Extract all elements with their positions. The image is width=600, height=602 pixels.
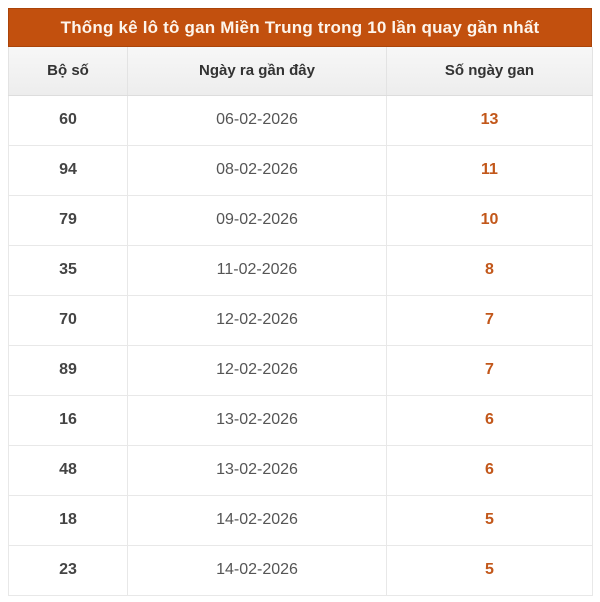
table-header-row: Bộ số Ngày ra gần đây Số ngày gan [8, 47, 593, 96]
cell-number: 23 [8, 544, 128, 596]
table-row: 60 06-02-2026 13 [8, 94, 593, 146]
table-row: 23 14-02-2026 5 [8, 544, 593, 596]
table-row: 48 13-02-2026 6 [8, 444, 593, 496]
cell-gan-days: 11 [386, 144, 593, 196]
table-row: 70 12-02-2026 7 [8, 294, 593, 346]
table-row: 94 08-02-2026 11 [8, 144, 593, 196]
table-row: 79 09-02-2026 10 [8, 194, 593, 246]
cell-gan-days: 6 [386, 394, 593, 446]
cell-last-date: 06-02-2026 [127, 94, 387, 146]
cell-number: 35 [8, 244, 128, 296]
cell-number: 60 [8, 94, 128, 146]
cell-number: 16 [8, 394, 128, 446]
cell-number: 18 [8, 494, 128, 546]
cell-last-date: 13-02-2026 [127, 394, 387, 446]
cell-gan-days: 13 [386, 94, 593, 146]
cell-last-date: 14-02-2026 [127, 544, 387, 596]
cell-last-date: 14-02-2026 [127, 494, 387, 546]
table-row: 16 13-02-2026 6 [8, 394, 593, 446]
table-body: 60 06-02-2026 13 94 08-02-2026 11 79 09-02-2026… [8, 94, 593, 596]
cell-gan-days: 10 [386, 194, 593, 246]
cell-last-date: 09-02-2026 [127, 194, 387, 246]
column-header-gan-days: Số ngày gan [386, 47, 593, 96]
cell-gan-days: 5 [386, 544, 593, 596]
cell-number: 48 [8, 444, 128, 496]
cell-gan-days: 5 [386, 494, 593, 546]
cell-last-date: 13-02-2026 [127, 444, 387, 496]
cell-number: 70 [8, 294, 128, 346]
cell-last-date: 12-02-2026 [127, 294, 387, 346]
cell-gan-days: 7 [386, 344, 593, 396]
table-title: Thống kê lô tô gan Miền Trung trong 10 l… [8, 8, 592, 47]
column-header-last-date: Ngày ra gần đây [127, 47, 387, 96]
cell-last-date: 11-02-2026 [127, 244, 387, 296]
table-row: 35 11-02-2026 8 [8, 244, 593, 296]
cell-last-date: 12-02-2026 [127, 344, 387, 396]
cell-number: 94 [8, 144, 128, 196]
cell-gan-days: 7 [386, 294, 593, 346]
cell-number: 79 [8, 194, 128, 246]
cell-last-date: 08-02-2026 [127, 144, 387, 196]
gan-statistics-table: Thống kê lô tô gan Miền Trung trong 10 l… [8, 8, 593, 596]
column-header-number: Bộ số [8, 47, 128, 96]
cell-gan-days: 6 [386, 444, 593, 496]
gan-table: Bộ số Ngày ra gần đây Số ngày gan 60 06-0… [8, 47, 593, 596]
cell-gan-days: 8 [386, 244, 593, 296]
cell-number: 89 [8, 344, 128, 396]
table-row: 18 14-02-2026 5 [8, 494, 593, 546]
table-row: 89 12-02-2026 7 [8, 344, 593, 396]
